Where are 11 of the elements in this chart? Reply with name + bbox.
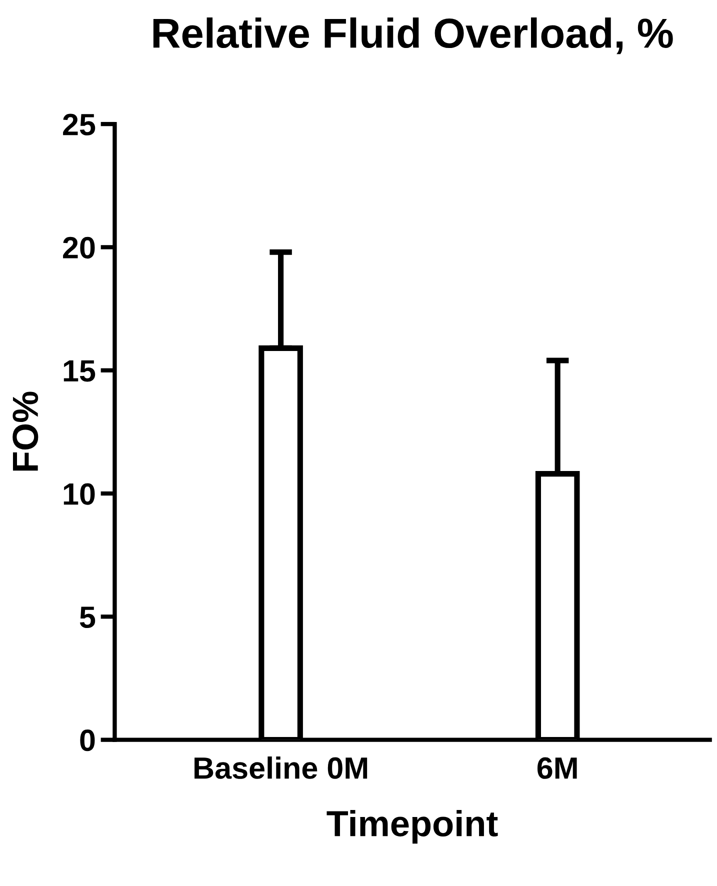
y-tick-label: 25: [63, 114, 96, 136]
y-axis-title: FO%: [12, 392, 38, 471]
y-tick-label: 15: [64, 360, 96, 382]
x-tick-label: Baseline 0M: [194, 756, 368, 779]
x-tick-label: 6M: [537, 757, 577, 779]
x-axis-title: Timepoint: [326, 810, 498, 844]
y-tick-label: 10: [64, 483, 95, 505]
y-tick-label: 5: [80, 606, 96, 628]
chart-title: Relative Fluid Overload, %: [153, 17, 673, 54]
y-tick-label: 20: [63, 236, 95, 259]
y-tick-label: 0: [80, 730, 95, 752]
